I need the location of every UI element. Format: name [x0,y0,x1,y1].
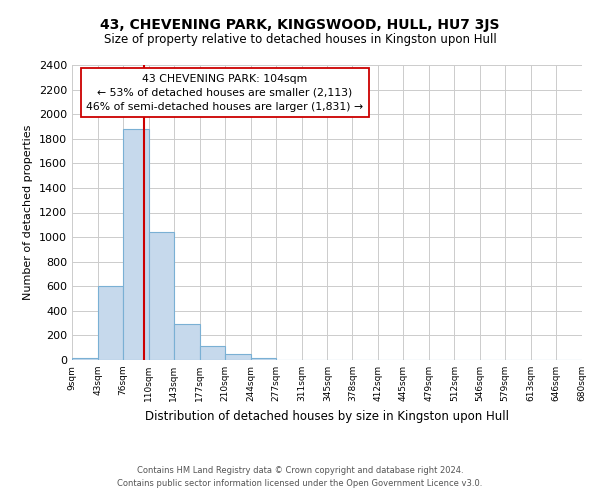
Text: Size of property relative to detached houses in Kingston upon Hull: Size of property relative to detached ho… [104,32,496,46]
Bar [251,358,275,360]
Bar [98,286,123,360]
Text: 43 CHEVENING PARK: 104sqm
← 53% of detached houses are smaller (2,113)
46% of se: 43 CHEVENING PARK: 104sqm ← 53% of detac… [86,74,364,112]
Y-axis label: Number of detached properties: Number of detached properties [23,125,34,300]
Bar [174,324,200,360]
Text: Contains HM Land Registry data © Crown copyright and database right 2024.
Contai: Contains HM Land Registry data © Crown c… [118,466,482,487]
Bar [123,129,149,360]
Bar [200,346,225,360]
X-axis label: Distribution of detached houses by size in Kingston upon Hull: Distribution of detached houses by size … [145,410,509,422]
Bar [225,354,251,360]
Bar [149,232,174,360]
Text: 43, CHEVENING PARK, KINGSWOOD, HULL, HU7 3JS: 43, CHEVENING PARK, KINGSWOOD, HULL, HU7… [100,18,500,32]
Bar [72,358,98,360]
